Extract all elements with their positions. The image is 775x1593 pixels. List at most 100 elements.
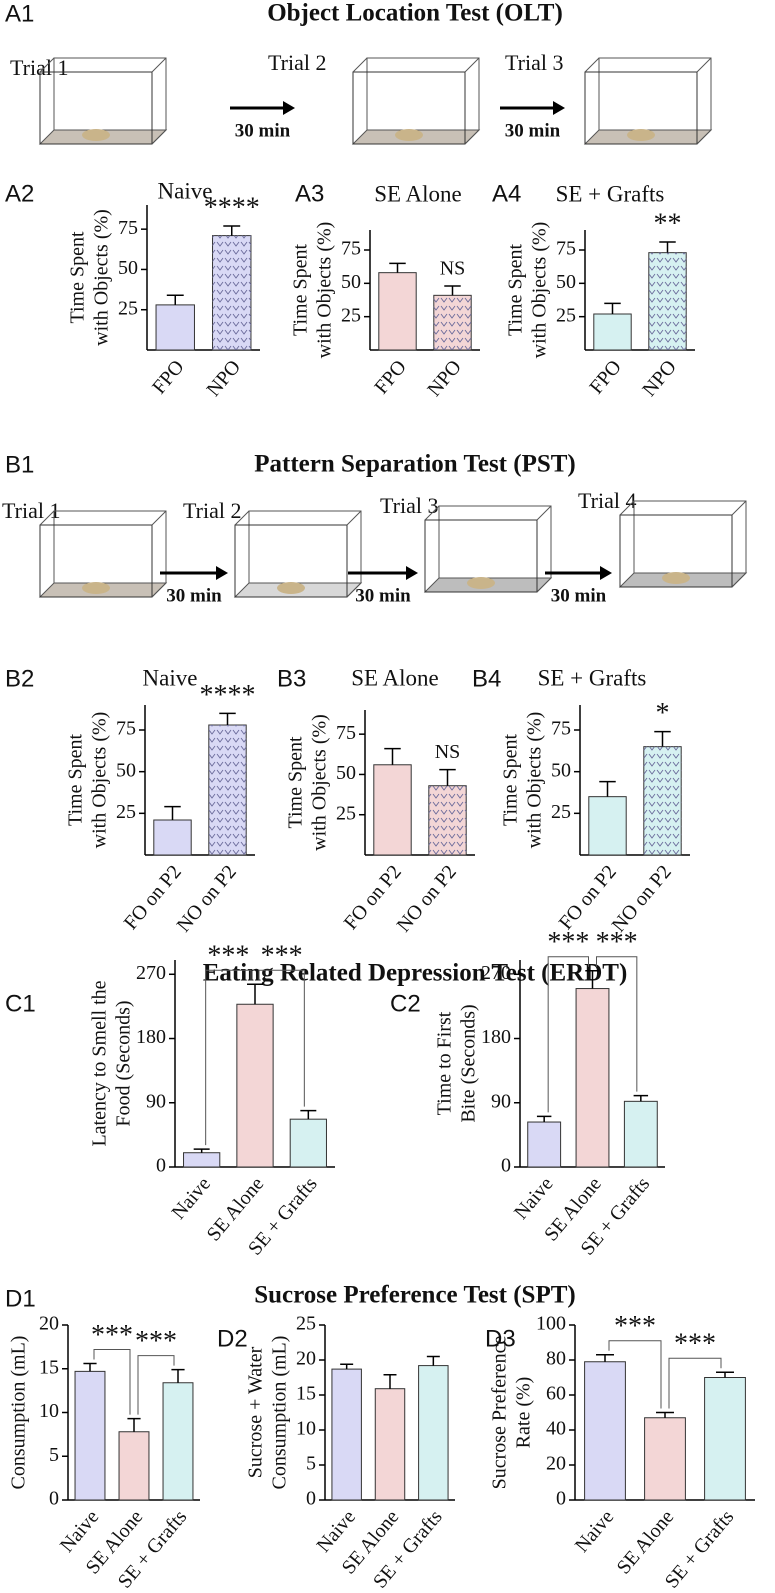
arena-edge (346, 582, 362, 598)
y-tick-label: 180 (481, 1026, 511, 1048)
significance: *** (261, 941, 303, 972)
y-axis-label: Consumption (mL) (8, 1336, 30, 1490)
error-bar (389, 262, 406, 273)
panel-label: B4 (472, 665, 501, 692)
arena (38, 57, 168, 145)
bar (527, 1121, 562, 1168)
arena-edge (352, 57, 368, 73)
x-tick-label: NPO (638, 356, 681, 401)
rat (627, 129, 655, 141)
arena-back (53, 510, 167, 584)
y-axis-label: Time Spent (285, 736, 307, 829)
y-tick-label: 75 (341, 238, 361, 260)
trial-label: Trial 3 (380, 493, 438, 518)
section-title: Object Location Test (OLT) (267, 0, 563, 27)
y-tick-label: 80 (546, 1348, 566, 1370)
arena-front (39, 524, 153, 598)
y-tick-label: 15 (296, 1383, 316, 1405)
trial-label: Trial 4 (578, 488, 636, 513)
arena-edge (464, 129, 480, 145)
arena-front (424, 519, 538, 593)
y-axis-label: with Objects (%) (314, 222, 336, 359)
bracket (258, 969, 305, 1107)
arrow-label: 30 min (355, 585, 411, 606)
arena (618, 500, 748, 588)
y-tick-label: 25 (341, 304, 361, 326)
bracket (608, 1340, 662, 1409)
panel-label: A1 (5, 0, 34, 27)
significance: *** (614, 1311, 656, 1342)
significance: *** (207, 941, 249, 972)
bar (584, 1361, 626, 1501)
arena-front (39, 71, 153, 145)
y-tick-label: 75 (556, 238, 576, 260)
bracket (93, 1349, 131, 1415)
bar (155, 304, 195, 351)
error-bar (383, 1373, 397, 1389)
y-axis-label: Latency to Smell the (89, 980, 111, 1146)
y-tick-label: 0 (556, 1488, 566, 1510)
error-bar (300, 1109, 317, 1120)
chart-title: Naive (158, 178, 213, 203)
error-bar (656, 1411, 674, 1418)
trial-label: Trial 1 (2, 498, 60, 523)
bar (704, 1377, 746, 1501)
significance: * (656, 698, 670, 729)
error-bar (426, 1355, 440, 1366)
arrow-head (216, 566, 228, 580)
y-tick-label: 20 (296, 1348, 316, 1370)
error-bar (223, 225, 241, 236)
x-tick-label: Naive (571, 1506, 619, 1557)
bar (236, 1003, 274, 1168)
error-bar (536, 1115, 552, 1123)
x-tick-label: SE Alone (613, 1506, 679, 1579)
y-axis-label: Time Spent (65, 734, 87, 827)
chart-title: SE Alone (374, 181, 462, 206)
arrow-label: 30 min (505, 120, 561, 141)
y-tick-label: 25 (556, 304, 576, 326)
chart-title: SE + Grafts (538, 665, 647, 690)
y-axis-label: with Objects (%) (309, 714, 331, 851)
y-tick-label: 50 (556, 271, 576, 293)
trial-label: Trial 3 (505, 50, 563, 75)
x-tick-label: NPO (423, 356, 466, 401)
significance: *** (135, 1326, 177, 1357)
error-bar (585, 969, 600, 989)
y-tick-label: 25 (116, 801, 136, 823)
error-bar (599, 780, 616, 797)
chart-title: Naive (143, 665, 198, 690)
arena-edge (151, 57, 167, 73)
x-tick-label: NO on P2 (173, 861, 241, 936)
error-bar (340, 1363, 354, 1370)
bar (418, 1365, 449, 1501)
error-bar (164, 805, 181, 820)
arena-edge (346, 510, 362, 526)
trial-label: Trial 2 (268, 50, 326, 75)
y-tick-label: 25 (118, 297, 138, 319)
arena-edge (536, 577, 552, 593)
bracket (137, 1355, 175, 1415)
y-axis-label: Time Spent (290, 244, 312, 337)
arena-back (633, 500, 747, 574)
error-bar (444, 285, 461, 296)
arena-edge (696, 129, 712, 145)
y-tick-label: 0 (156, 1155, 166, 1177)
y-tick-label: 5 (49, 1444, 59, 1466)
bracket (668, 1357, 722, 1409)
y-tick-label: 25 (336, 802, 356, 824)
y-axis-label: Time to First (434, 1011, 456, 1115)
arena-edge (151, 510, 167, 526)
y-axis-label: with Objects (%) (91, 209, 113, 346)
bar-pattern (428, 785, 467, 855)
arena (423, 505, 553, 593)
error-bar (654, 730, 671, 747)
arrow-label: 30 min (166, 585, 222, 606)
y-axis-label: Sucrose + Water (245, 1346, 267, 1478)
bar (644, 1417, 686, 1501)
arena-front (352, 71, 466, 145)
arena-edge (151, 582, 167, 598)
bar-pattern (643, 746, 682, 855)
arena-edge (39, 510, 55, 526)
error-bar (193, 1148, 210, 1153)
